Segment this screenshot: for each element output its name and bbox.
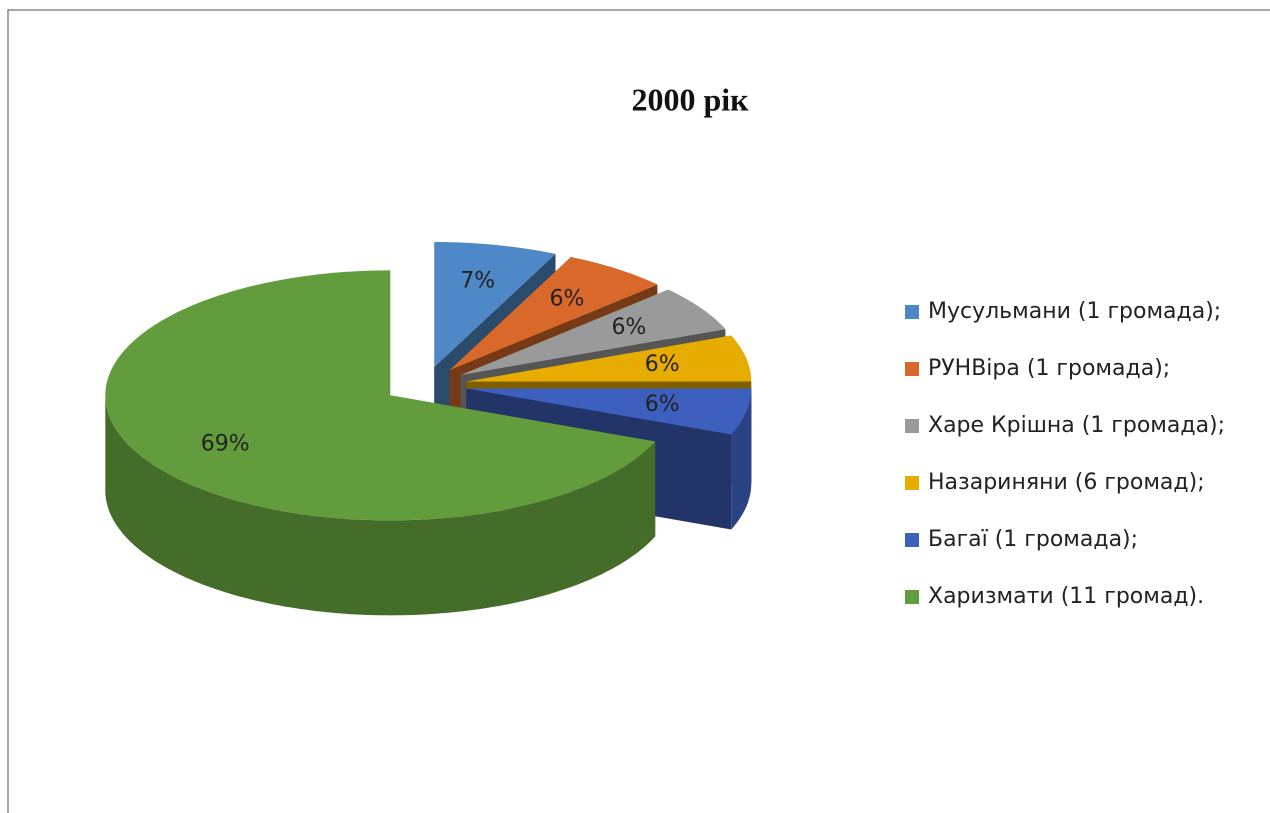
legend-swatch — [905, 362, 919, 376]
data-label: 6% — [645, 352, 680, 377]
legend-label: Мусульмани (1 громада); — [928, 299, 1221, 324]
legend-label: Харизмати (11 громад). — [928, 584, 1204, 609]
data-label: 6% — [611, 315, 646, 340]
legend-swatch — [905, 590, 919, 604]
legend-swatch — [905, 476, 919, 490]
legend-label: Багаї (1 громада); — [928, 527, 1138, 552]
legend-label: Харе Крішна (1 громада); — [928, 413, 1225, 438]
slice-side — [731, 388, 752, 530]
data-label: 69% — [201, 432, 250, 457]
slice — [466, 388, 752, 435]
chart-title: 2000 рік — [631, 81, 749, 117]
slice — [460, 289, 726, 376]
legend-label: РУНВіра (1 громада); — [928, 356, 1170, 381]
slice — [105, 270, 656, 521]
legend-swatch — [905, 533, 919, 547]
slice — [466, 335, 752, 382]
legend-label: Назариняни (6 громад); — [928, 470, 1205, 495]
legend-swatch — [905, 419, 919, 433]
slice-side — [105, 395, 656, 616]
slice — [449, 257, 658, 371]
data-label: 6% — [645, 392, 680, 417]
slice — [434, 242, 556, 367]
data-label: 6% — [549, 286, 584, 311]
frame — [7, 9, 1270, 813]
data-label: 7% — [460, 269, 495, 294]
legend-swatch — [905, 305, 919, 319]
